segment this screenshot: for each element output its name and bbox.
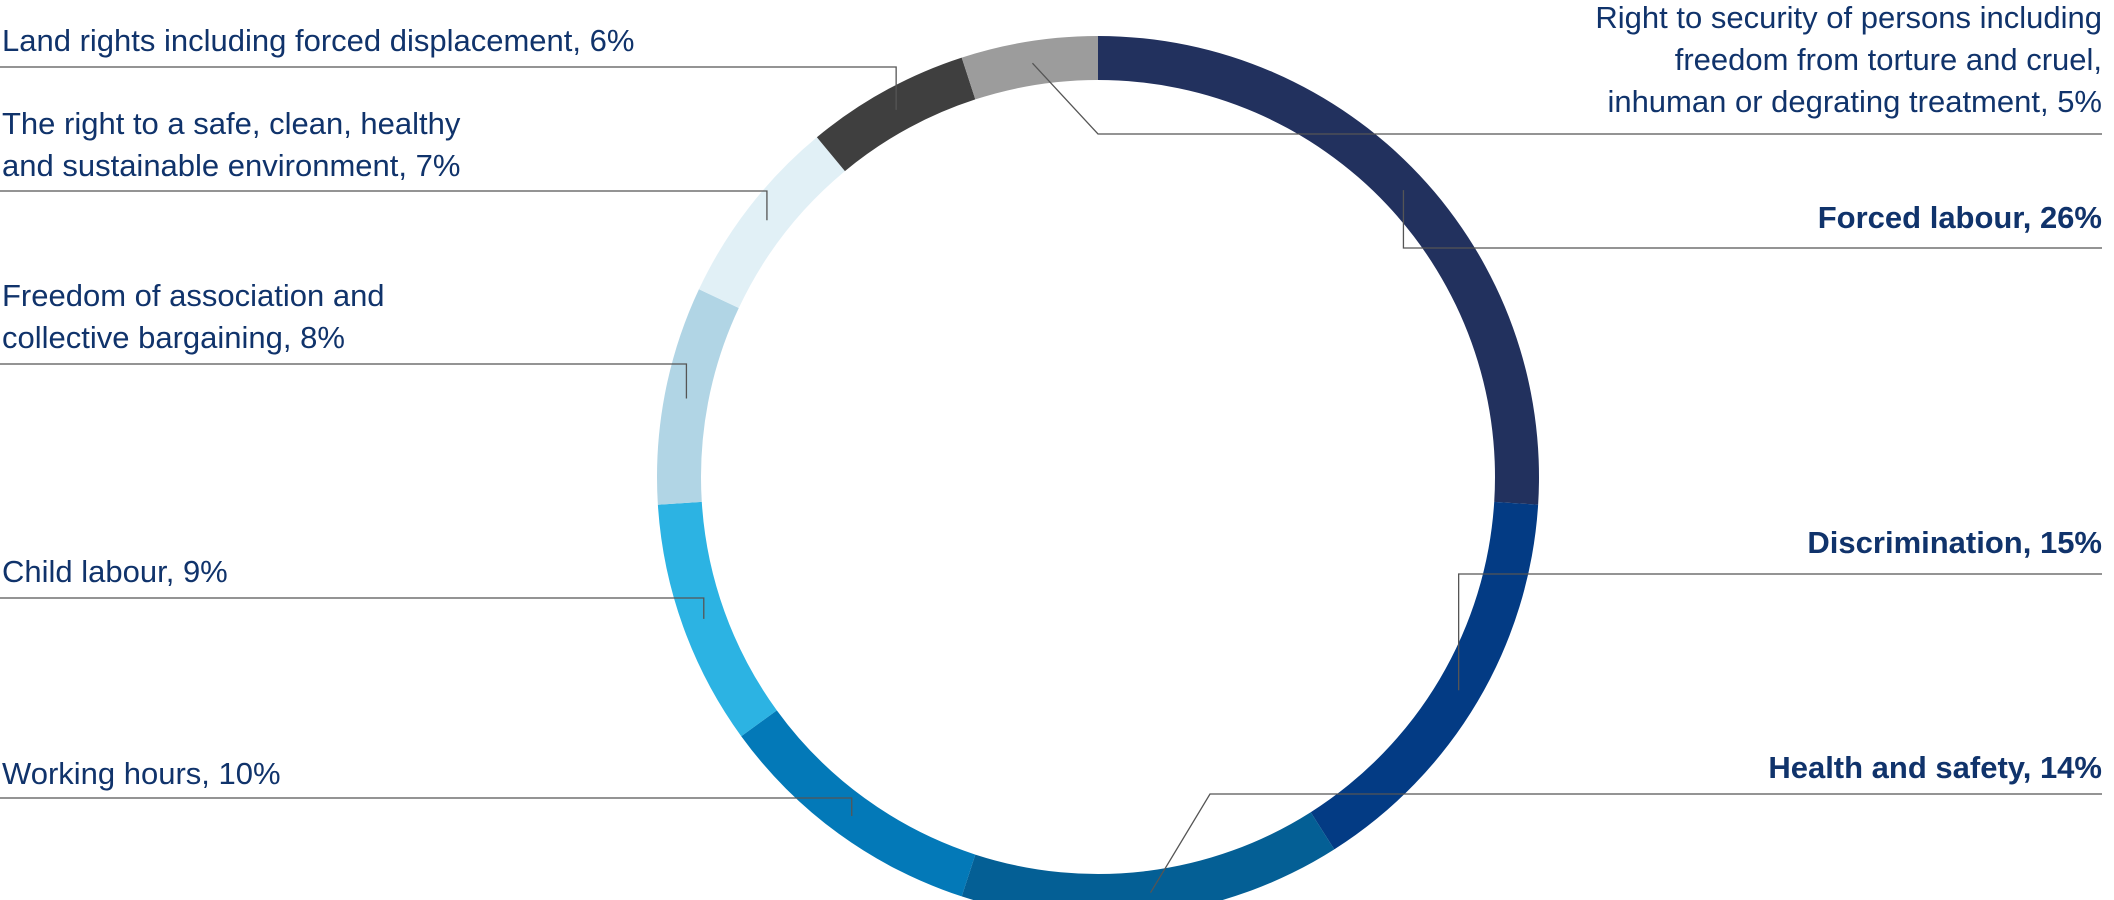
label-line: Freedom of association and xyxy=(2,278,385,313)
label-line: Discrimination, 15% xyxy=(1807,525,2102,560)
slice-right-to-security-of-persons-including-freedom-from-torture-and-cruel xyxy=(961,36,1098,100)
leader-line-working-hours xyxy=(0,797,853,816)
leader-line-freedom-of-association-and-collective-bargaining xyxy=(0,363,688,399)
slice-discrimination xyxy=(1310,501,1539,850)
leader-line-right-to-security-of-persons-including-freedom-from-torture-and-cruel xyxy=(1031,62,2102,135)
label-right-to-security-of-persons-including-freedom-from-torture-and-cruel: Right to security of persons including fr… xyxy=(1595,0,2102,119)
leader-line-child-labour xyxy=(0,597,705,619)
label-line: Right to security of persons including xyxy=(1595,0,2102,35)
leader-line-the-right-to-a-safe xyxy=(0,190,768,221)
leader-line-land-rights-including-forced-displacement xyxy=(0,66,897,110)
label-discrimination: Discrimination, 15% xyxy=(1807,525,2102,560)
slice-forced-labour xyxy=(1098,36,1539,505)
label-line: Forced labour, 26% xyxy=(1818,200,2102,235)
slice-health-and-safety xyxy=(961,812,1335,900)
label-line: inhuman or degrating treatment, 5% xyxy=(1607,84,2102,119)
label-line: Health and safety, 14% xyxy=(1768,750,2102,785)
label-health-and-safety: Health and safety, 14% xyxy=(1768,750,2102,785)
label-land-rights-including-forced-displacement: Land rights including forced displacemen… xyxy=(2,23,634,58)
label-freedom-of-association-and-collective-bargaining: Freedom of association and collective bar… xyxy=(2,278,385,355)
label-line: collective bargaining, 8% xyxy=(2,320,345,355)
label-line: Child labour, 9% xyxy=(2,554,228,589)
labels-group: Forced labour, 26% Discrimination, 15% Hea… xyxy=(2,0,2102,791)
label-line: freedom from torture and cruel, xyxy=(1675,42,2102,77)
label-line: and sustainable environment, 7% xyxy=(2,148,460,183)
slices-group xyxy=(657,36,1539,900)
leader-line-health-and-safety xyxy=(1149,793,2102,894)
label-forced-labour: Forced labour, 26% xyxy=(1818,200,2102,235)
label-working-hours: Working hours, 10% xyxy=(2,756,281,791)
label-line: The right to a safe, clean, healthy xyxy=(2,106,461,141)
leader-line-discrimination xyxy=(1458,573,2102,691)
slice-working-hours xyxy=(741,710,976,897)
leader-line-forced-labour xyxy=(1402,190,2102,249)
label-line: Working hours, 10% xyxy=(2,756,281,791)
label-child-labour: Child labour, 9% xyxy=(2,554,228,589)
slice-the-right-to-a-safe xyxy=(698,137,845,308)
slice-child-labour xyxy=(657,501,777,737)
label-the-right-to-a-safe: The right to a safe, clean, healthy and s… xyxy=(2,106,461,183)
slice-freedom-of-association-and-collective-bargaining xyxy=(657,289,739,505)
label-line: Land rights including forced displacemen… xyxy=(2,23,634,58)
slice-land-rights-including-forced-displacement xyxy=(816,57,976,172)
leader-lines-group xyxy=(0,62,2102,894)
